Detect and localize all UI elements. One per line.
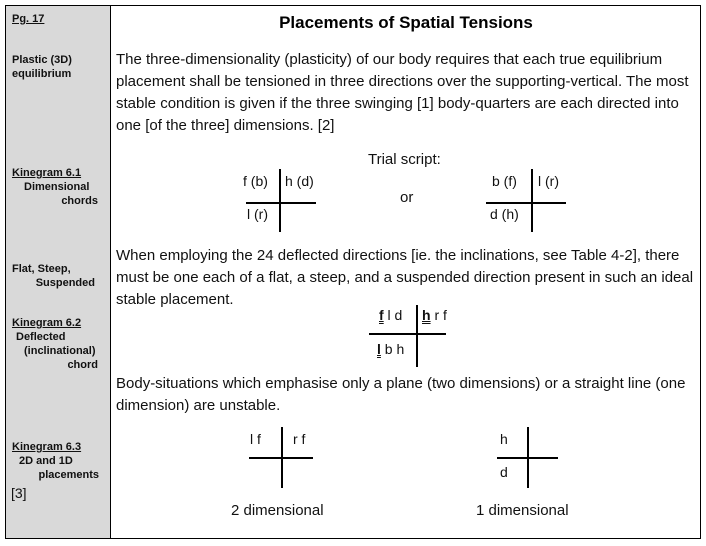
trial-script-label: Trial script: bbox=[368, 151, 441, 168]
label-kinegram-6-3: Kinegram 6.3 2D and 1D placements bbox=[12, 441, 99, 481]
label-flat-steep: Flat, Steep, Suspended bbox=[12, 263, 95, 289]
paragraph-1: The three-dimensionality (plasticity) of… bbox=[116, 51, 689, 134]
paragraph-2: When employing the 24 deflected directio… bbox=[116, 247, 694, 308]
page-title: Placements of Spatial Tensions bbox=[279, 13, 533, 32]
label-kinegram-6-1: Kinegram 6.1 Dimensional chords bbox=[12, 167, 98, 207]
paragraph-3: Body-situations which emphasise only a p… bbox=[116, 375, 686, 414]
note-ref: [3] bbox=[11, 485, 27, 501]
or-label: or bbox=[400, 189, 414, 206]
label-plastic: Plastic (3D) equilibrium bbox=[12, 54, 72, 80]
label-kinegram-6-2: Kinegram 6.2 Deflected (inclinational) chor… bbox=[12, 317, 98, 371]
sidebar bbox=[5, 5, 111, 539]
page-number: Pg. 17 bbox=[12, 13, 45, 25]
